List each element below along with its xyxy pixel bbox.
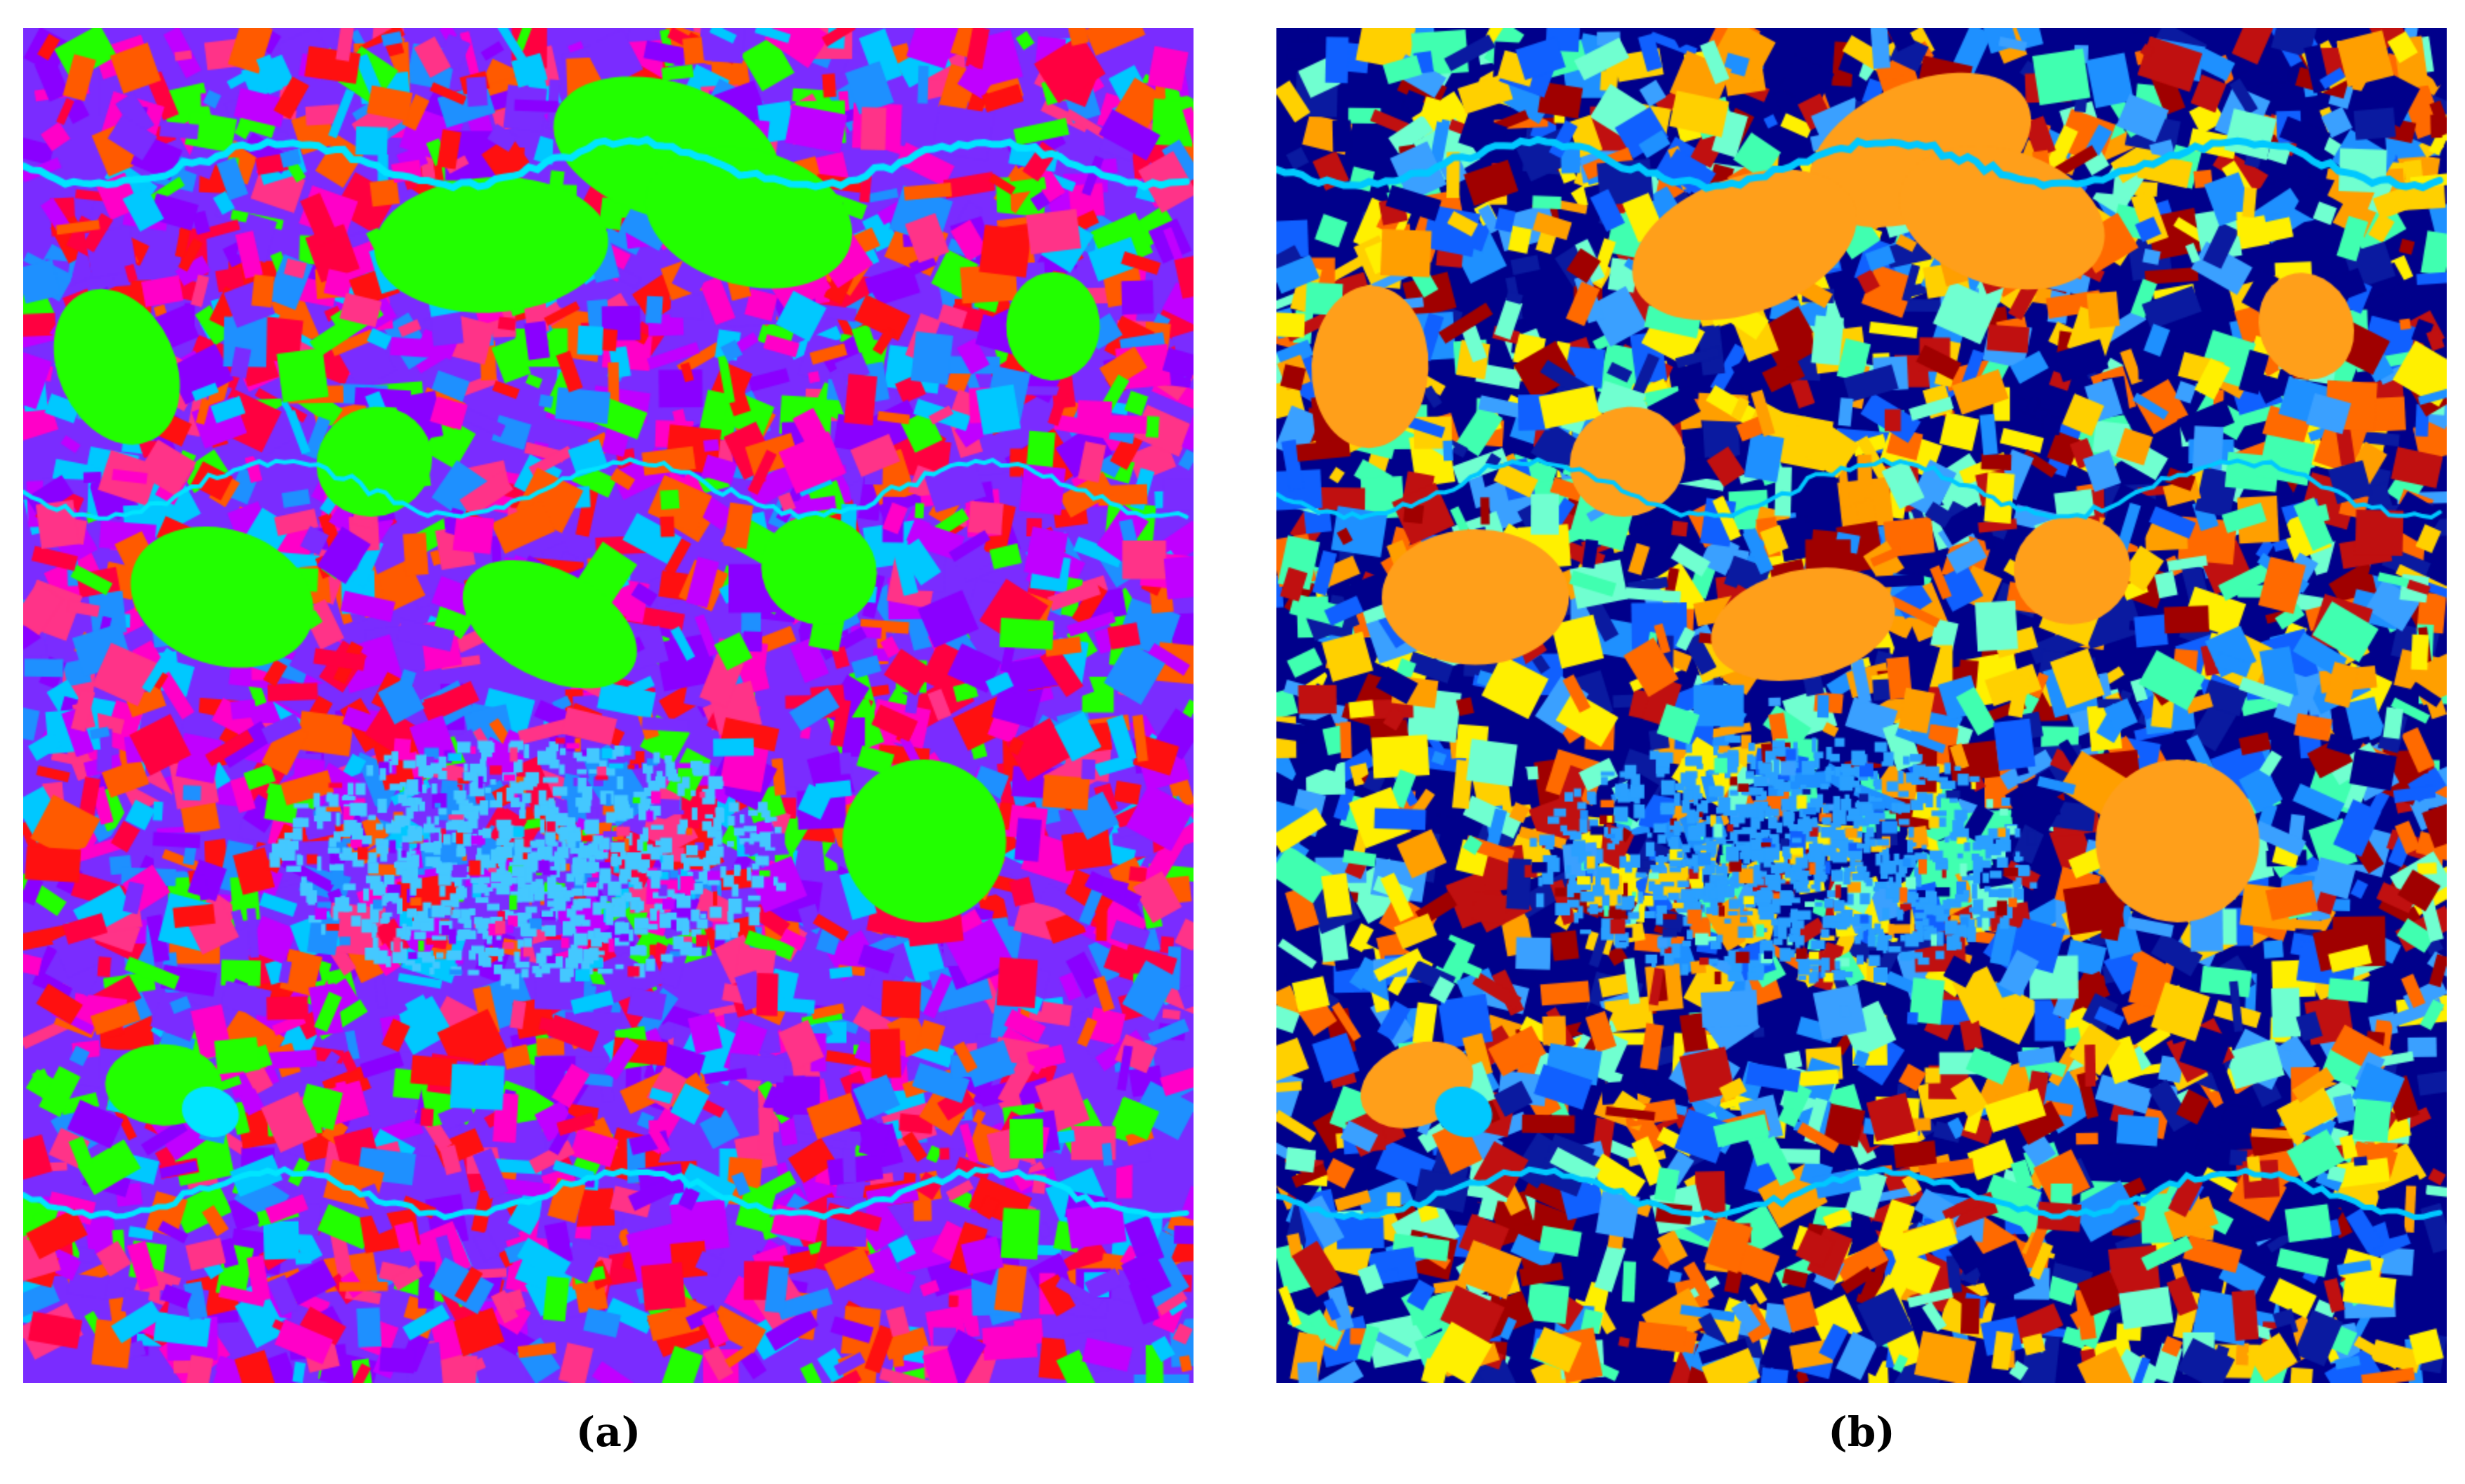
- classification-map-a: [23, 28, 1194, 1383]
- classification-map-b: [1276, 28, 2447, 1383]
- panel-caption-b: (b): [1828, 1408, 1895, 1456]
- panel-caption-a: (a): [575, 1408, 641, 1456]
- classification-map-a-image: [23, 28, 1194, 1383]
- classification-map-b-image: [1276, 28, 2447, 1383]
